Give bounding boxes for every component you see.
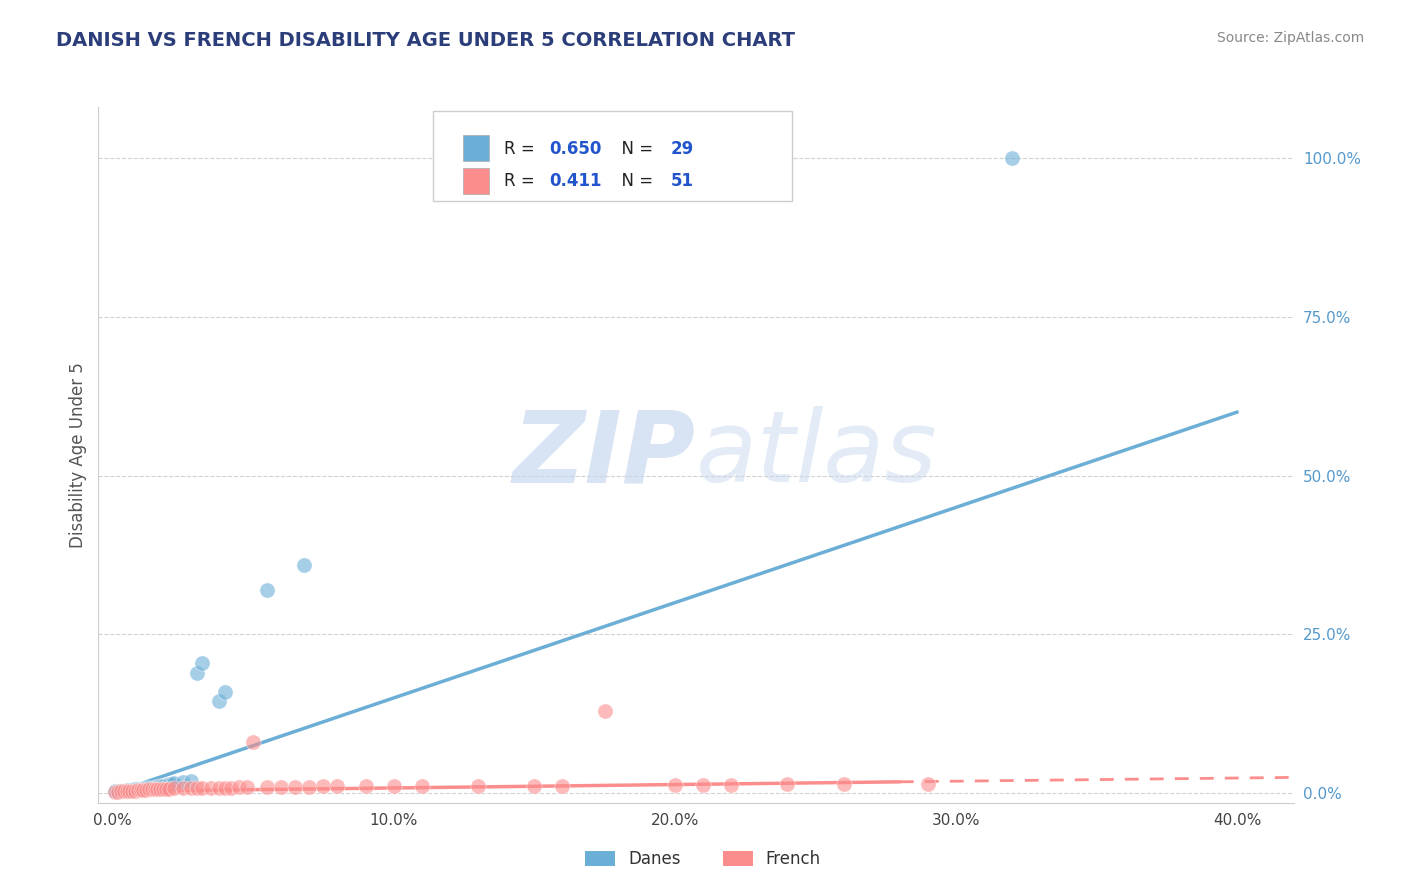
Point bbox=[121, 783, 143, 797]
Point bbox=[228, 780, 250, 794]
Point bbox=[129, 783, 152, 797]
Point bbox=[115, 783, 138, 797]
Text: atlas: atlas bbox=[696, 407, 938, 503]
Text: N =: N = bbox=[612, 140, 658, 158]
Point bbox=[138, 782, 160, 797]
Point bbox=[593, 704, 616, 718]
Point bbox=[132, 783, 155, 797]
Point bbox=[146, 782, 169, 797]
Point bbox=[312, 779, 335, 793]
Point bbox=[155, 781, 177, 796]
FancyBboxPatch shape bbox=[463, 135, 489, 161]
Point bbox=[292, 558, 315, 572]
Point bbox=[118, 783, 141, 797]
Point bbox=[208, 780, 231, 795]
Point bbox=[256, 780, 278, 794]
Text: Source: ZipAtlas.com: Source: ZipAtlas.com bbox=[1216, 31, 1364, 45]
Point bbox=[776, 777, 799, 791]
Point bbox=[143, 782, 166, 797]
Point bbox=[107, 784, 129, 798]
Point bbox=[110, 783, 132, 797]
Point bbox=[104, 784, 127, 798]
Point bbox=[118, 783, 141, 797]
Point bbox=[208, 694, 231, 708]
Point bbox=[127, 782, 149, 797]
Point bbox=[270, 780, 292, 794]
Point bbox=[284, 780, 307, 794]
Point bbox=[112, 783, 135, 797]
Point bbox=[664, 778, 686, 792]
Point bbox=[551, 779, 574, 793]
Point bbox=[172, 781, 194, 796]
Text: 0.411: 0.411 bbox=[548, 172, 602, 191]
Point bbox=[124, 783, 146, 797]
Point bbox=[180, 781, 202, 796]
Point bbox=[200, 780, 222, 795]
Point bbox=[135, 781, 157, 796]
Point bbox=[467, 779, 489, 793]
Point bbox=[1001, 151, 1024, 165]
Point bbox=[298, 780, 321, 794]
Point bbox=[124, 782, 146, 797]
Point bbox=[411, 779, 433, 793]
Point bbox=[214, 780, 236, 795]
Point bbox=[112, 784, 135, 798]
Point bbox=[326, 779, 349, 793]
Point bbox=[146, 780, 169, 794]
Point bbox=[115, 784, 138, 798]
Point bbox=[354, 779, 377, 793]
Point bbox=[692, 778, 714, 792]
Point bbox=[219, 780, 242, 795]
Point bbox=[186, 665, 208, 680]
FancyBboxPatch shape bbox=[463, 168, 489, 194]
Point bbox=[152, 779, 174, 793]
Point bbox=[214, 684, 236, 698]
Text: 29: 29 bbox=[671, 140, 695, 158]
Y-axis label: Disability Age Under 5: Disability Age Under 5 bbox=[69, 362, 87, 548]
Text: R =: R = bbox=[503, 140, 540, 158]
Point bbox=[135, 783, 157, 797]
Legend: Danes, French: Danes, French bbox=[578, 844, 828, 875]
Point bbox=[104, 785, 127, 799]
Point bbox=[382, 779, 405, 793]
Point bbox=[141, 782, 163, 797]
Text: ZIP: ZIP bbox=[513, 407, 696, 503]
Point bbox=[160, 777, 183, 791]
Point bbox=[143, 780, 166, 794]
Point bbox=[917, 777, 939, 791]
Text: R =: R = bbox=[503, 172, 544, 191]
Point bbox=[256, 582, 278, 597]
FancyBboxPatch shape bbox=[433, 111, 792, 201]
Point bbox=[236, 780, 259, 794]
Point bbox=[157, 777, 180, 791]
Point bbox=[832, 777, 855, 791]
Point bbox=[149, 779, 172, 793]
Point bbox=[149, 781, 172, 796]
Point bbox=[720, 778, 742, 792]
Point bbox=[172, 774, 194, 789]
Point bbox=[107, 785, 129, 799]
Point bbox=[129, 781, 152, 796]
Point bbox=[157, 781, 180, 796]
Point bbox=[191, 780, 214, 795]
Text: 0.650: 0.650 bbox=[548, 140, 602, 158]
Point bbox=[180, 773, 202, 788]
Point bbox=[138, 781, 160, 796]
Point bbox=[523, 779, 546, 793]
Point bbox=[191, 656, 214, 670]
Text: DANISH VS FRENCH DISABILITY AGE UNDER 5 CORRELATION CHART: DANISH VS FRENCH DISABILITY AGE UNDER 5 … bbox=[56, 31, 796, 50]
Point bbox=[152, 781, 174, 796]
Point bbox=[121, 783, 143, 797]
Point bbox=[186, 781, 208, 796]
Point bbox=[127, 783, 149, 797]
Point bbox=[163, 776, 186, 790]
Point bbox=[242, 735, 264, 749]
Text: 51: 51 bbox=[671, 172, 695, 191]
Point bbox=[163, 781, 186, 796]
Point bbox=[110, 784, 132, 798]
Text: N =: N = bbox=[612, 172, 658, 191]
Point bbox=[132, 781, 155, 796]
